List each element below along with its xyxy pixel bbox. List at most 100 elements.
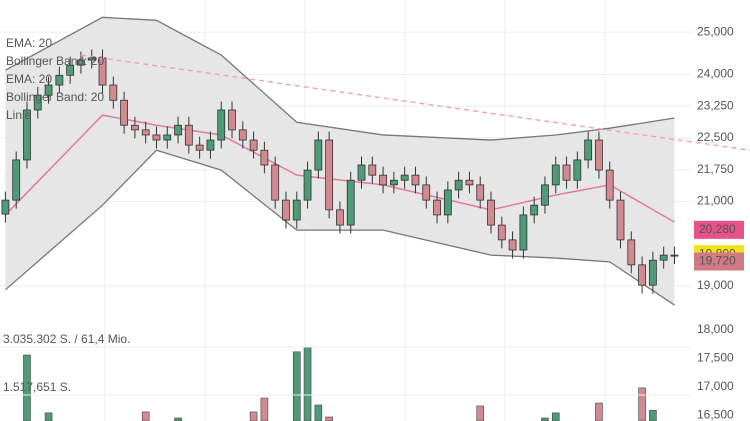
y-tick-label: 22,500 — [697, 130, 734, 144]
price-panel — [0, 16, 692, 306]
y2-tick-label: 17,500 — [697, 351, 734, 365]
volume-bar — [292, 351, 301, 421]
candle-body — [422, 184, 431, 201]
candle-body — [336, 209, 344, 226]
candle-body — [314, 139, 323, 171]
candle-body — [325, 139, 334, 211]
volume-bar — [249, 411, 258, 421]
candle-body — [627, 239, 636, 266]
candle-body — [454, 179, 463, 191]
candle-body — [476, 184, 485, 201]
volume-tick-label: 1.517,651 S. — [3, 380, 71, 394]
candle-body — [659, 254, 668, 261]
bollinger-upper — [5, 16, 675, 141]
candle-body — [584, 139, 593, 161]
legend-entry: EMA: 20 — [6, 72, 52, 86]
candle-body — [163, 134, 172, 141]
volume-bar — [314, 404, 323, 421]
candle-body — [238, 129, 247, 141]
y-tick-label: 19,000 — [697, 278, 734, 292]
y-tick-label: 21,000 — [697, 194, 734, 208]
volume-bar — [303, 346, 312, 421]
volume-tick-label: 3.035.302 S. / 61,4 Mio. — [3, 332, 130, 346]
y2-tick-label: 18,000 — [697, 322, 734, 336]
y-tick-label: 23,250 — [697, 98, 734, 112]
price-badge — [694, 252, 744, 271]
candle-body — [152, 134, 161, 141]
volume-bar — [638, 387, 646, 421]
y2-tick-label: 16,500 — [697, 407, 734, 421]
candle-body — [389, 179, 398, 186]
candle-body — [33, 94, 42, 111]
candle-body — [573, 159, 582, 181]
candle-body — [87, 57, 96, 61]
candle-body — [174, 124, 182, 136]
candle-body — [638, 264, 646, 286]
candle-body — [433, 199, 441, 216]
candle-body — [400, 174, 409, 181]
candle-body — [130, 124, 139, 131]
candle-body — [379, 174, 387, 186]
price-badge-label: 20,280 — [699, 222, 736, 236]
candle-body — [487, 199, 495, 226]
candle-body — [346, 179, 355, 226]
candle-body — [77, 59, 85, 66]
volume-bar — [23, 354, 31, 421]
y-tick-label: 25,000 — [697, 24, 734, 38]
candle-body — [670, 254, 679, 257]
candle-body — [551, 164, 560, 186]
labels: 25,000 24,000 23,250 22,500 21,750 21,000 19,0… — [0, 24, 744, 421]
price-badge-label: 19,720 — [699, 254, 736, 268]
candle-body — [228, 109, 236, 131]
candle-body — [12, 159, 21, 201]
volume-bar — [476, 405, 485, 421]
candle-body — [562, 164, 571, 181]
candle-body — [443, 189, 452, 216]
bollinger-fill — [5, 17, 675, 306]
candle-body — [66, 64, 75, 76]
y-tick-label: 24,000 — [697, 67, 734, 81]
candle-body — [55, 74, 64, 86]
volume-bar — [325, 416, 333, 421]
volume-bar — [44, 412, 53, 421]
candle-body — [217, 109, 226, 141]
volume-bar — [260, 397, 269, 421]
candle-body — [109, 84, 118, 101]
trend-layer — [80, 54, 750, 151]
candle-body — [303, 169, 312, 201]
candle-body — [260, 149, 269, 166]
y2-tick-label: 17,000 — [697, 379, 734, 393]
legend-entry: Bollinger Band: 20 — [6, 54, 104, 68]
candle-body — [497, 224, 506, 241]
candle-body — [541, 184, 549, 206]
volume-bar — [551, 412, 560, 421]
candle-body — [184, 124, 193, 146]
candle-body — [23, 109, 31, 161]
legend-entry: Linie — [6, 108, 32, 122]
legend-entry: Bollinger Band: 20 — [6, 90, 104, 104]
candle-body — [206, 139, 215, 151]
candle-body — [249, 139, 258, 151]
candle-body — [368, 164, 377, 176]
candle-body — [141, 129, 150, 136]
legend-entry: EMA: 20 — [6, 36, 52, 50]
candle-body — [508, 239, 517, 251]
volume-bar — [595, 402, 603, 421]
candle-body — [120, 99, 129, 126]
volume-bar — [141, 411, 150, 421]
y-tick-label: 21,750 — [697, 162, 734, 176]
candle-body — [648, 259, 657, 286]
candle-body — [519, 214, 528, 251]
candle-body — [357, 164, 366, 181]
volume-panel — [23, 346, 657, 421]
trend-line — [80, 54, 750, 151]
ema-line — [4, 114, 675, 223]
candle-body — [271, 164, 280, 201]
candle-body — [44, 84, 53, 96]
candle-body — [195, 144, 204, 151]
candle-body — [530, 204, 539, 216]
candle-body — [605, 169, 614, 201]
candle-body — [1, 199, 10, 215]
candle-body — [282, 199, 290, 221]
